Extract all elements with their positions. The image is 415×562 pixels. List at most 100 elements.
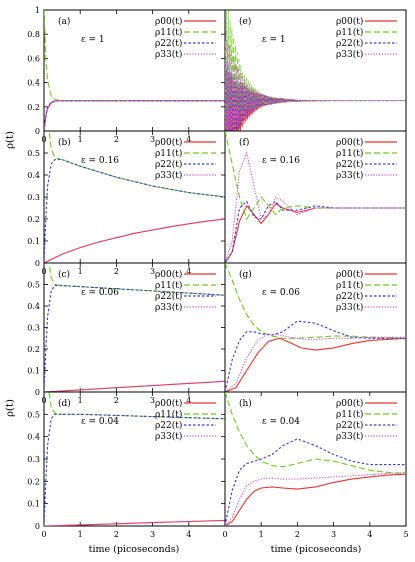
x-tick-label: 2 — [114, 135, 119, 144]
panel-frame — [224, 391, 407, 527]
panel-frame — [43, 9, 226, 132]
y-tick-label: 0 — [35, 127, 40, 136]
series-line-ρ11(t) — [225, 392, 406, 475]
series-line-ρ22(t) — [225, 200, 406, 263]
x-axis-label: time (picoseconds) — [271, 544, 362, 555]
legend-label: ρ33(t) — [155, 49, 182, 60]
legend-label: ρ22(t) — [155, 159, 182, 170]
y-tick-label: 0.2 — [27, 477, 40, 486]
panel-a: 00.20.40.60.810 1 2 3 4(a)ε = 1ρ00(t)ρ11(t)ρ… — [27, 6, 226, 144]
series-line-ρ22(t) — [44, 285, 225, 392]
y-tick-label: 0.3 — [27, 455, 40, 464]
epsilon-label: ε = 0.16 — [262, 156, 300, 166]
legend-label: ρ33(t) — [336, 49, 363, 60]
y-tick-label: 0.2 — [27, 345, 40, 354]
x-tick-label: 0 — [41, 530, 46, 539]
series-line-ρ33(t) — [225, 31, 406, 131]
epsilon-label: ε = 0.06 — [262, 288, 300, 298]
y-tick-label: 0.6 — [27, 54, 40, 63]
x-tick-label: 1 — [259, 530, 264, 539]
x-tick-label: 3 — [331, 530, 336, 539]
legend-label: ρ00(t) — [155, 137, 182, 148]
panel-c: 0 0.1 0.2 0.3 0.4 0.5 0 1 2 3 4 (c) ε = 0.06 ρ00(t)ρ1… — [27, 262, 226, 405]
y-tick-label: 0 — [35, 522, 40, 531]
x-tick-label: 4 — [186, 135, 191, 144]
series-line-ρ00(t) — [44, 218, 225, 263]
series-line-ρ22(t) — [44, 100, 225, 131]
y-tick-label: 1 — [35, 6, 40, 15]
y-tick-label: 0.1 — [27, 500, 40, 509]
legend-label: ρ11(t) — [336, 409, 363, 420]
series-line-ρ22(t) — [225, 61, 406, 131]
y-tick-label: 0.5 — [27, 410, 40, 419]
x-tick-label: 3 — [150, 267, 155, 276]
legend-label: ρ22(t) — [155, 38, 182, 49]
series-line-ρ33(t) — [44, 218, 225, 263]
epsilon-label: ε = 0.16 — [81, 156, 119, 166]
x-tick-label: 0 — [222, 530, 227, 539]
series-line-ρ00(t) — [225, 473, 406, 526]
legend-label: ρ11(t) — [336, 280, 363, 291]
epsilon-label: ε = 0.06 — [81, 288, 119, 298]
panel-label: (g) — [239, 269, 252, 280]
panel-label: (a) — [58, 16, 70, 27]
legend-label: ρ22(t) — [336, 159, 363, 170]
panel-frame — [224, 262, 407, 393]
y-tick-label: 0 — [35, 388, 40, 397]
panel-d: 0 0.1 0.2 0.3 0.4 0.5 0 1 2 3 4 (d) ε = 0.04 ρ00(t)ρ1… — [27, 391, 226, 539]
x-axis-label: time (picoseconds) — [89, 544, 180, 555]
y-tick-label: 0.4 — [27, 79, 40, 88]
x-tick-label: 4 — [186, 267, 191, 276]
legend-label: ρ11(t) — [155, 27, 182, 38]
series-line-ρ11(t) — [225, 263, 406, 339]
series-line-ρ11(t) — [48, 263, 225, 296]
legend-label: ρ33(t) — [336, 302, 363, 313]
panel-label: (e) — [239, 16, 251, 27]
x-tick-label: 3 — [150, 530, 155, 539]
legend-label: ρ00(t) — [336, 398, 363, 409]
series-line-ρ33(t) — [225, 333, 406, 392]
x-tick-label: 2 — [114, 396, 119, 405]
legend-label: ρ11(t) — [336, 27, 363, 38]
series-line-ρ22(t) — [44, 413, 225, 526]
legend-label: ρ33(t) — [336, 431, 363, 442]
y-tick-label: 0.4 — [27, 302, 40, 311]
legend-label: ρ33(t) — [336, 170, 363, 181]
y-tick-label: 0.1 — [27, 367, 40, 376]
x-tick-label: 2 — [295, 530, 300, 539]
panel-f: (f) ε = 0.16 ρ00(t)ρ11(t)ρ22(t)ρ33(t) — [224, 130, 407, 264]
panel-h: 0 1 2 3 4 5 (h) ε = 0.04 ρ00(t)ρ11(t)ρ22(t)ρ33(t… — [222, 391, 409, 539]
legend-label: ρ22(t) — [155, 291, 182, 302]
panel-g: (g) ε = 0.06 ρ00(t)ρ11(t)ρ22(t)ρ33(t) — [224, 262, 407, 393]
series-group — [225, 392, 406, 526]
series-line-ρ22(t) — [225, 438, 406, 526]
x-tick-label: 3 — [150, 396, 155, 405]
series-line-ρ00(t) — [44, 100, 225, 131]
series-line-ρ11(t) — [225, 131, 406, 221]
panel-label: (c) — [58, 269, 70, 280]
legend-label: ρ00(t) — [155, 269, 182, 280]
panel-frame — [224, 130, 407, 264]
x-tick-label: 1 — [78, 267, 83, 276]
epsilon-label: ε = 1 — [81, 35, 105, 45]
panel-frame — [43, 391, 226, 527]
legend-label: ρ22(t) — [155, 420, 182, 431]
y-tick-label: 0.5 — [27, 149, 40, 158]
series-line-ρ33(t) — [44, 380, 225, 392]
series-line-ρ11(t) — [225, 10, 406, 114]
panel-label: (d) — [58, 398, 71, 409]
panel-e: (e) ε = 1 ρ00(t)ρ11(t)ρ22(t)ρ33(t) — [224, 9, 407, 132]
legend-label: ρ00(t) — [155, 16, 182, 27]
x-tick-label: 1 — [78, 530, 83, 539]
series-line-ρ11(t) — [44, 10, 225, 102]
legend-label: ρ33(t) — [155, 431, 182, 442]
panel-frame — [43, 262, 226, 393]
series-line-ρ00(t) — [225, 337, 406, 392]
panel-label: (f) — [239, 137, 249, 148]
x-tick-label: 2 — [114, 267, 119, 276]
series-line-ρ33(t) — [225, 471, 406, 526]
legend-label: ρ11(t) — [155, 280, 182, 291]
legend-label: ρ33(t) — [155, 302, 182, 313]
y-tick-label: 0.5 — [27, 281, 40, 290]
